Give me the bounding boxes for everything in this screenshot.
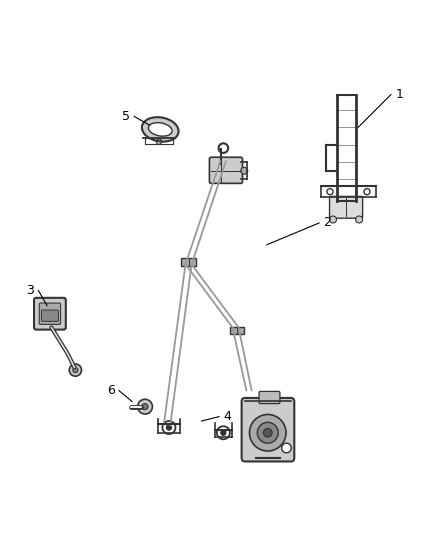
FancyBboxPatch shape — [209, 157, 243, 183]
Circle shape — [250, 415, 286, 451]
Text: 5: 5 — [122, 110, 130, 123]
Circle shape — [356, 216, 363, 223]
Circle shape — [329, 216, 336, 223]
FancyBboxPatch shape — [259, 391, 280, 403]
Circle shape — [263, 429, 272, 437]
Ellipse shape — [148, 123, 172, 136]
Circle shape — [138, 399, 152, 414]
Circle shape — [257, 422, 278, 443]
Circle shape — [282, 443, 291, 453]
Circle shape — [142, 403, 148, 410]
Text: 1: 1 — [395, 88, 403, 101]
Circle shape — [221, 430, 226, 435]
Polygon shape — [230, 327, 244, 334]
Text: 2: 2 — [323, 216, 331, 230]
FancyBboxPatch shape — [34, 298, 66, 329]
Text: 4: 4 — [223, 410, 231, 423]
Circle shape — [69, 364, 81, 376]
FancyBboxPatch shape — [42, 310, 58, 321]
Text: 6: 6 — [107, 384, 115, 397]
Circle shape — [166, 425, 172, 430]
Polygon shape — [181, 258, 196, 265]
Ellipse shape — [142, 117, 179, 142]
Text: 3: 3 — [26, 284, 34, 297]
Circle shape — [241, 167, 248, 174]
FancyBboxPatch shape — [242, 398, 294, 462]
Circle shape — [73, 367, 78, 373]
FancyBboxPatch shape — [39, 303, 60, 325]
FancyBboxPatch shape — [329, 197, 363, 218]
